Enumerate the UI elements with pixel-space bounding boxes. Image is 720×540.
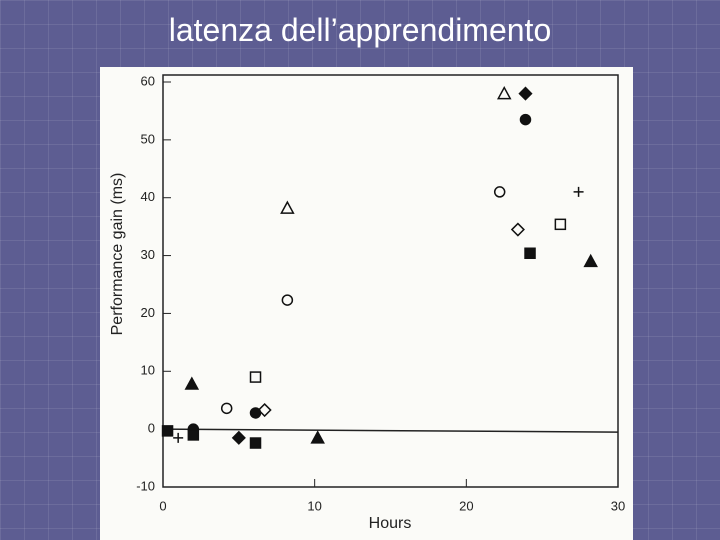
y-tick-label: 60 xyxy=(141,73,155,88)
point xyxy=(280,200,295,214)
x-tick-label: 0 xyxy=(159,498,166,513)
y-tick-label: 20 xyxy=(141,305,155,320)
point xyxy=(249,371,262,383)
point xyxy=(493,186,506,198)
y-tick-label: 10 xyxy=(141,363,155,378)
y-tick-label: 50 xyxy=(141,131,155,146)
slide-title: latenza dell’apprendimento xyxy=(168,12,552,48)
point xyxy=(161,425,174,437)
point xyxy=(519,113,532,126)
x-tick-label: 20 xyxy=(459,498,473,513)
y-axis-label: Performance gain (ms) xyxy=(109,173,126,336)
point xyxy=(184,376,200,390)
y-tick-label: 30 xyxy=(141,247,155,262)
point xyxy=(187,429,200,441)
chart-panel xyxy=(100,67,633,540)
y-tick-label: 0 xyxy=(148,421,155,436)
point xyxy=(496,86,512,100)
point xyxy=(281,294,294,306)
x-axis-label: Hours xyxy=(369,515,412,532)
point xyxy=(310,430,325,444)
point xyxy=(573,186,584,197)
point xyxy=(510,222,525,237)
point xyxy=(231,430,246,445)
point xyxy=(173,432,184,443)
plot-frame xyxy=(162,74,619,488)
point xyxy=(583,253,598,268)
x-tick-label: 10 xyxy=(307,498,321,513)
point xyxy=(524,247,536,260)
point xyxy=(518,86,533,101)
point xyxy=(249,437,262,449)
point xyxy=(554,218,567,231)
y-tick-label: -10 xyxy=(136,478,155,493)
zero-line xyxy=(162,428,619,433)
x-tick-label: 30 xyxy=(611,498,625,513)
point xyxy=(257,402,272,418)
y-tick-label: 40 xyxy=(141,189,155,204)
point xyxy=(220,402,233,415)
